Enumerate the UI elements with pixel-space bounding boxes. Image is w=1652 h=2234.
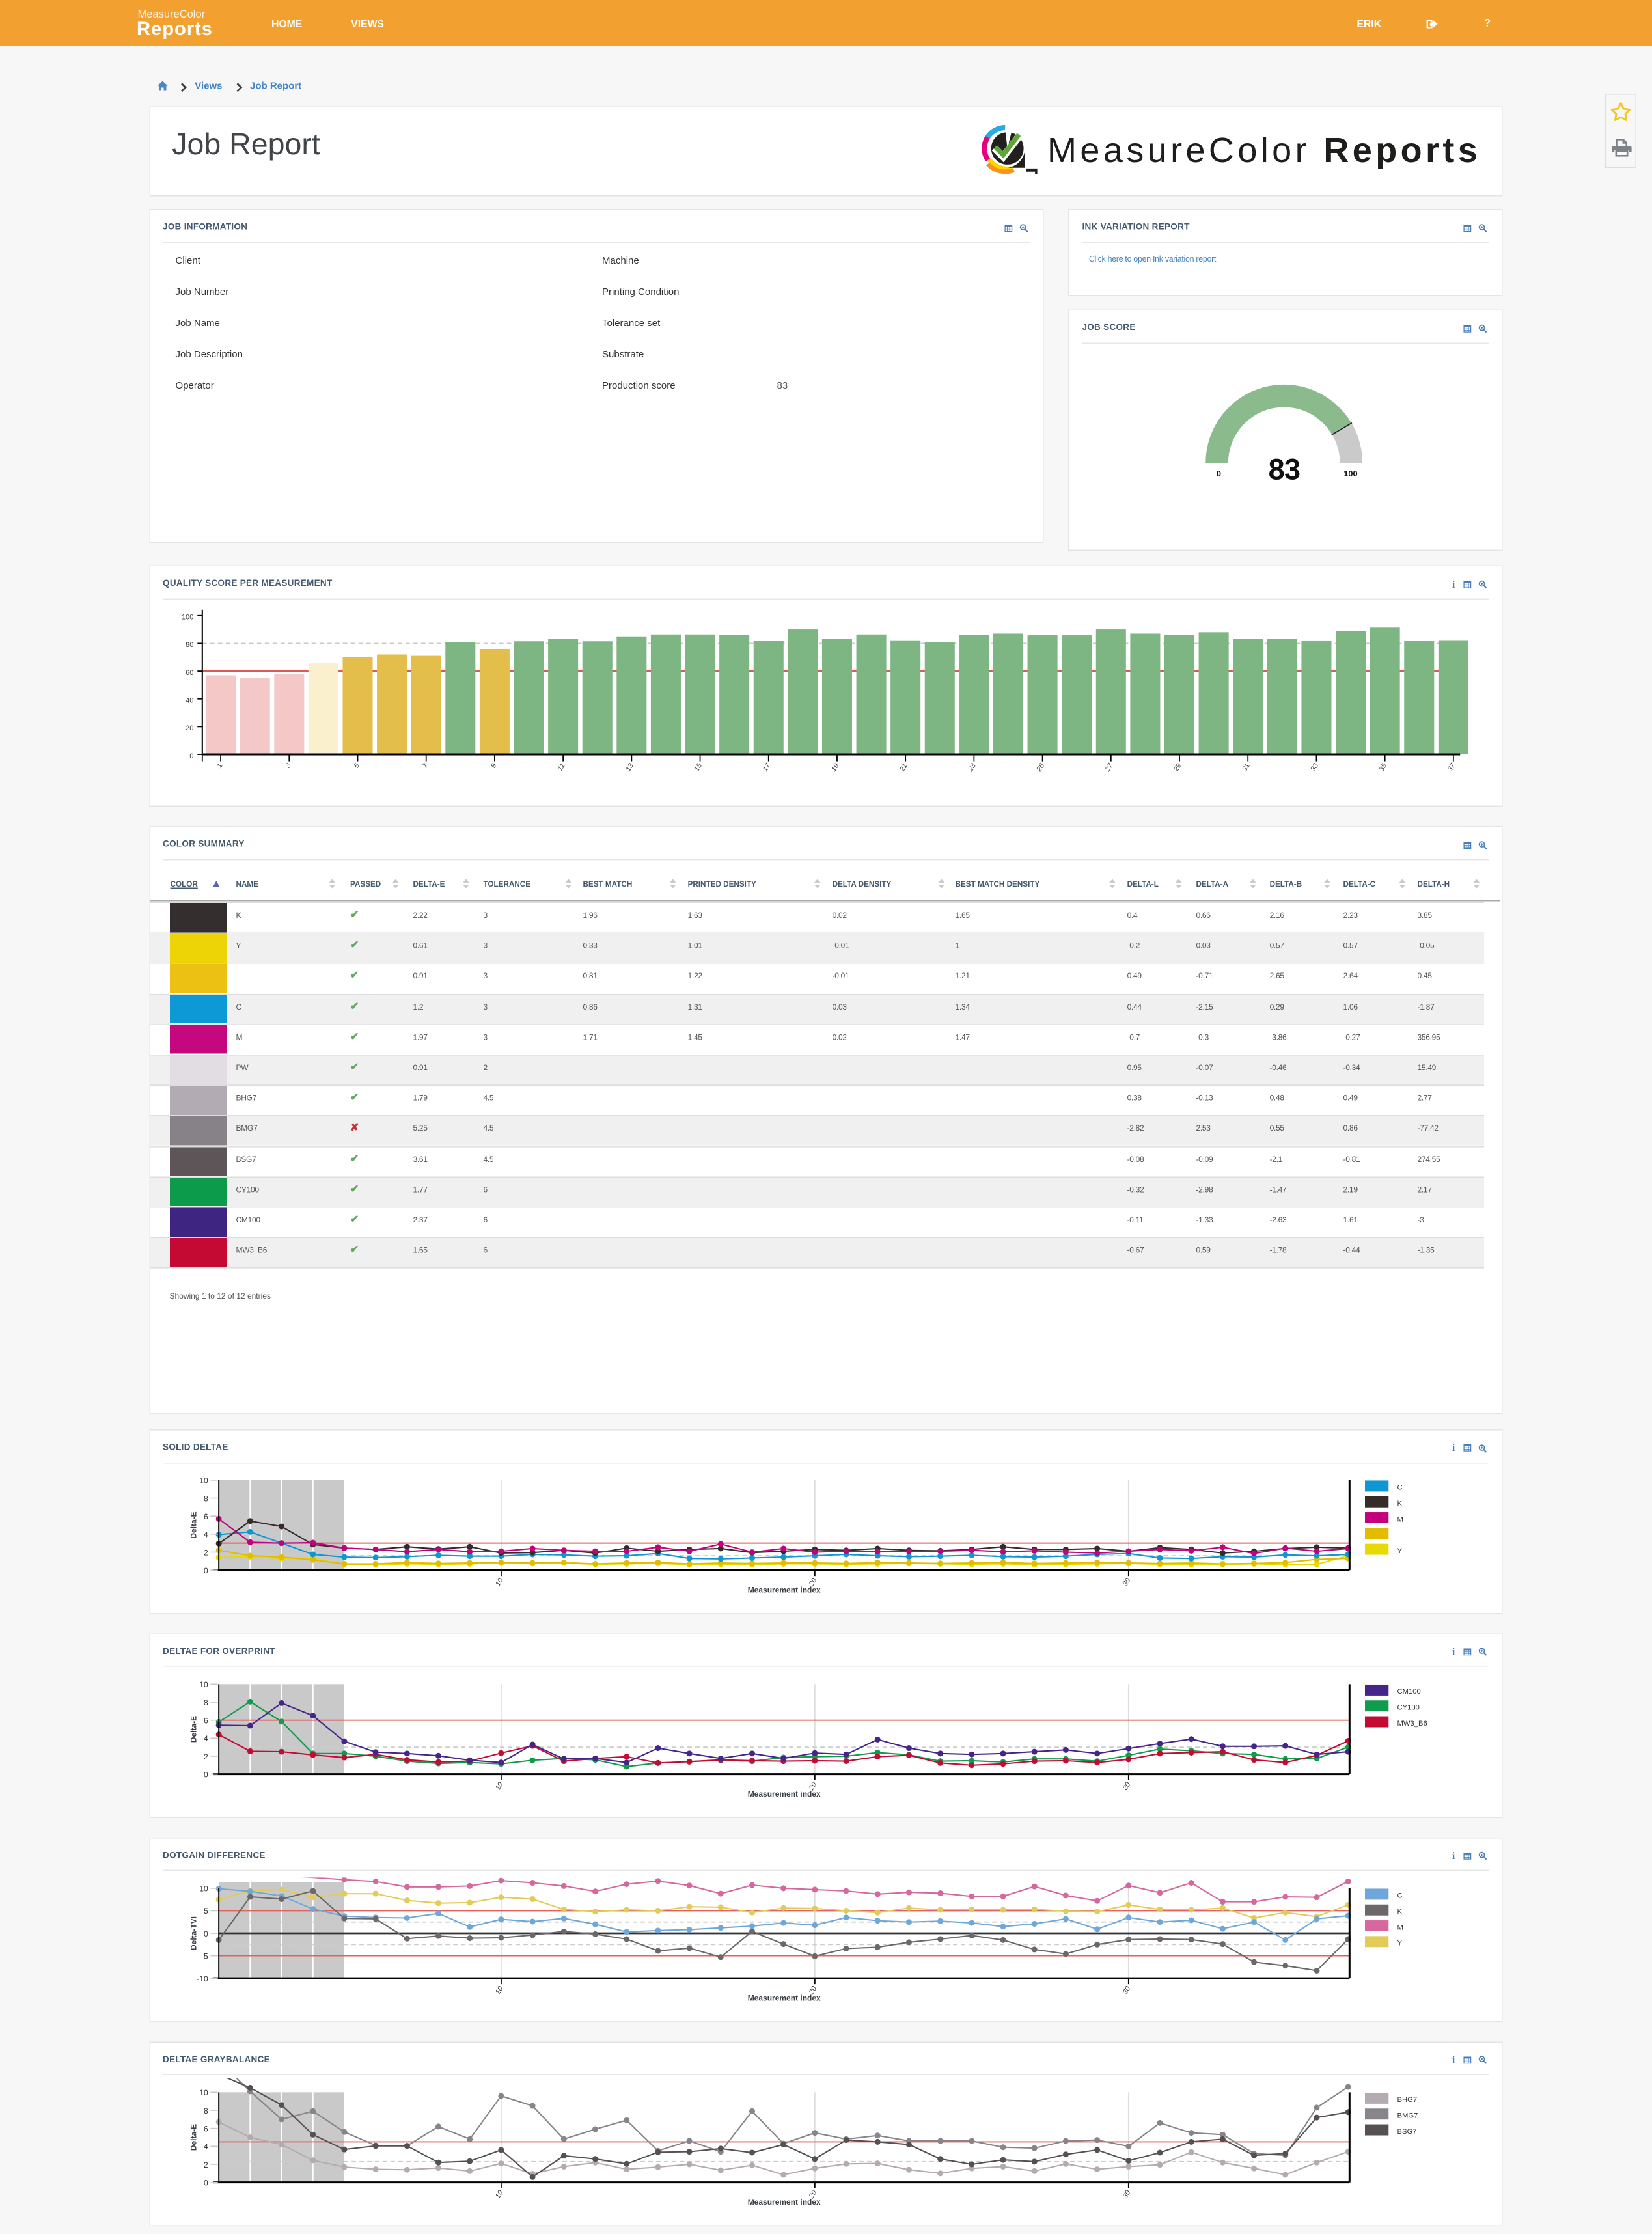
svg-text:10: 10 — [493, 1577, 504, 1588]
svg-text:BSG7: BSG7 — [1397, 2127, 1416, 2135]
svg-text:8: 8 — [203, 1494, 208, 1503]
svg-text:37: 37 — [1446, 762, 1457, 773]
svg-text:C: C — [1397, 1892, 1402, 1899]
svg-text:20: 20 — [186, 725, 193, 733]
svg-text:25: 25 — [1035, 762, 1047, 773]
svg-text:13: 13 — [624, 762, 635, 773]
svg-text:Delta-E: Delta-E — [189, 2123, 198, 2150]
svg-text:10: 10 — [199, 2088, 208, 2097]
svg-text:Measurement index: Measurement index — [747, 2197, 820, 2206]
svg-text:K: K — [1397, 1500, 1402, 1508]
svg-text:6: 6 — [203, 2124, 208, 2133]
svg-text:40: 40 — [186, 697, 193, 705]
svg-text:0: 0 — [203, 1565, 208, 1575]
svg-text:15: 15 — [693, 762, 704, 773]
svg-text:Delta-TVI: Delta-TVI — [189, 1916, 198, 1950]
svg-text:100: 100 — [182, 614, 193, 622]
svg-text:6: 6 — [203, 1716, 208, 1725]
svg-text:BHG7: BHG7 — [1397, 2095, 1417, 2103]
svg-text:10: 10 — [199, 1680, 208, 1689]
svg-text:0: 0 — [203, 1770, 208, 1779]
svg-text:5: 5 — [203, 1906, 208, 1915]
svg-text:CM100: CM100 — [1397, 1688, 1420, 1696]
svg-text:3: 3 — [284, 762, 292, 770]
svg-text:8: 8 — [203, 1698, 208, 1707]
svg-text:30: 30 — [1121, 1577, 1132, 1588]
svg-text:30: 30 — [1121, 1780, 1132, 1791]
svg-text:MW3_B6: MW3_B6 — [1397, 1719, 1427, 1727]
svg-text:6: 6 — [203, 1512, 208, 1521]
svg-text:4: 4 — [203, 1530, 208, 1539]
svg-text:10: 10 — [493, 2188, 504, 2200]
svg-text:9: 9 — [489, 762, 498, 770]
svg-text:2: 2 — [203, 1548, 208, 1557]
svg-text:Y: Y — [1397, 1939, 1402, 1947]
svg-text:Delta-E: Delta-E — [189, 1511, 198, 1538]
svg-text:10: 10 — [199, 1476, 208, 1485]
svg-text:21: 21 — [898, 762, 909, 774]
svg-text:10: 10 — [199, 1884, 208, 1893]
svg-text:0: 0 — [189, 752, 193, 760]
svg-text:11: 11 — [556, 762, 566, 773]
svg-text:1: 1 — [215, 762, 224, 770]
svg-text:8: 8 — [203, 2106, 208, 2115]
svg-text:C: C — [1397, 1483, 1402, 1491]
svg-text:K: K — [1397, 1907, 1402, 1915]
svg-text:Measurement index: Measurement index — [747, 1993, 820, 2002]
svg-text:-5: -5 — [201, 1951, 208, 1961]
svg-text:19: 19 — [829, 762, 840, 773]
svg-text:Measurement index: Measurement index — [747, 1789, 820, 1799]
svg-text:20: 20 — [807, 1780, 818, 1792]
svg-text:31: 31 — [1241, 762, 1252, 773]
svg-text:5: 5 — [352, 762, 361, 769]
svg-text:80: 80 — [186, 642, 193, 650]
svg-text:-10: -10 — [197, 1974, 208, 1983]
svg-text:30: 30 — [1121, 1985, 1132, 1996]
svg-text:10: 10 — [493, 1780, 504, 1791]
svg-text:BMG7: BMG7 — [1397, 2112, 1418, 2119]
svg-text:60: 60 — [186, 669, 193, 677]
svg-text:23: 23 — [966, 762, 977, 774]
svg-text:2: 2 — [203, 2160, 208, 2169]
svg-text:33: 33 — [1309, 762, 1320, 773]
svg-text:35: 35 — [1377, 762, 1388, 773]
svg-text:2: 2 — [203, 1752, 208, 1761]
svg-text:0: 0 — [203, 1929, 208, 1938]
svg-text:17: 17 — [761, 762, 772, 773]
svg-text:10: 10 — [493, 1985, 504, 1996]
svg-text:27: 27 — [1103, 762, 1115, 773]
svg-text:4: 4 — [203, 1734, 208, 1743]
svg-text:20: 20 — [807, 1985, 818, 1996]
svg-text:29: 29 — [1172, 762, 1183, 774]
svg-text:30: 30 — [1121, 2188, 1132, 2200]
svg-text:Y: Y — [1397, 1547, 1402, 1554]
svg-text:M: M — [1397, 1515, 1403, 1523]
svg-text:0: 0 — [203, 2178, 208, 2187]
svg-text:Delta-E: Delta-E — [189, 1715, 198, 1742]
svg-text:Measurement index: Measurement index — [747, 1585, 820, 1594]
svg-text:20: 20 — [807, 2188, 818, 2200]
svg-text:M: M — [1397, 1924, 1403, 1931]
svg-text:CY100: CY100 — [1397, 1703, 1419, 1711]
svg-text:20: 20 — [807, 1577, 818, 1588]
svg-text:7: 7 — [420, 762, 430, 769]
svg-text:4: 4 — [203, 2142, 208, 2151]
